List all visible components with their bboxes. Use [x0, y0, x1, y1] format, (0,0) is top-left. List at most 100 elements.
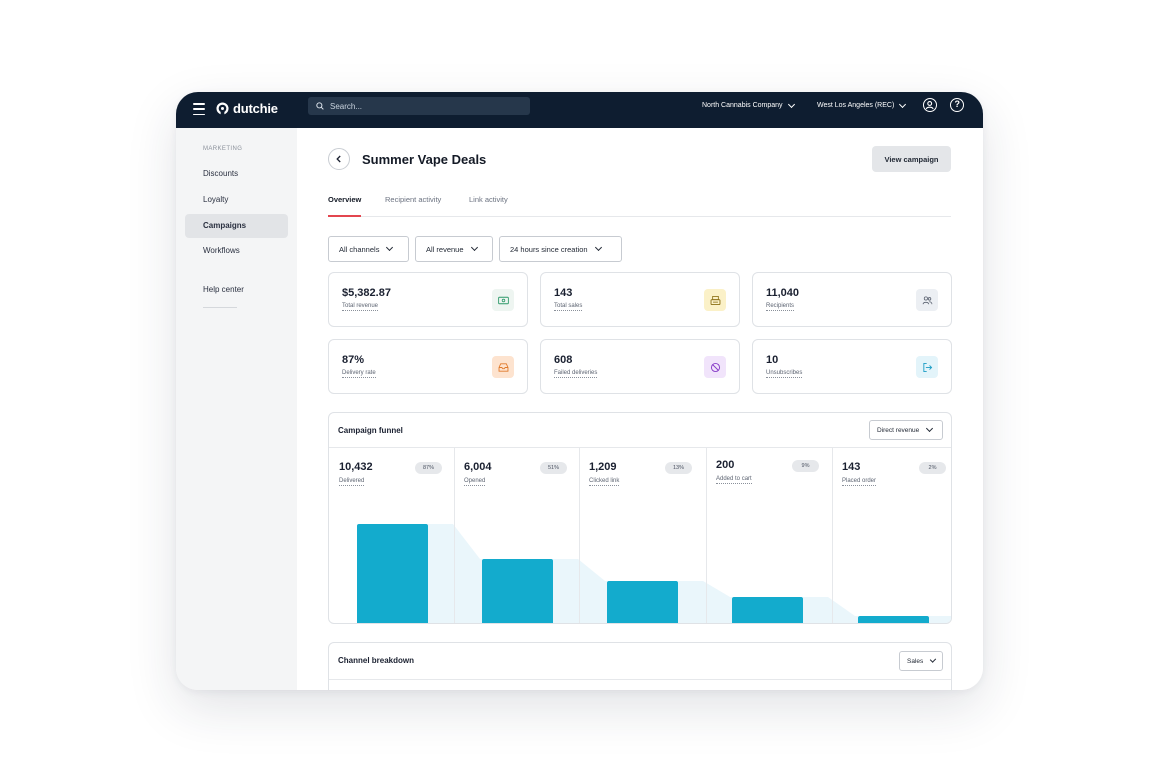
funnel-bar [357, 524, 428, 623]
account-icon[interactable] [923, 98, 937, 112]
funnel-stage-label: Added to cart [716, 476, 752, 484]
funnel-connector [428, 524, 482, 623]
funnel-connector [929, 616, 951, 623]
main-content: Summer Vape Deals View campaign Overview… [297, 128, 983, 690]
users-icon [916, 289, 938, 311]
brand-logo[interactable]: dutchie [216, 101, 278, 116]
stat-label: Unsubscribes [766, 370, 803, 378]
stat-value: 11,040 [766, 287, 800, 299]
funnel-bar [858, 616, 929, 623]
chevron-down-icon [470, 243, 478, 252]
funnel-stage-value: 6,004 [464, 461, 492, 473]
channel-metric-select[interactable]: Sales [899, 651, 943, 671]
location-selector[interactable]: West Los Angeles (REC) [817, 100, 907, 109]
funnel-stage-percent-badge: 13% [665, 462, 692, 474]
register-icon [704, 289, 726, 311]
funnel-column-divider [579, 448, 580, 623]
chevron-down-icon [594, 243, 602, 252]
tab-overview[interactable]: Overview [328, 195, 362, 217]
campaign-funnel-panel: Campaign funnel Direct revenue 10,432 Del… [328, 412, 952, 624]
app-window: dutchie North Cannabis Company West Los … [176, 92, 983, 690]
sidebar-item-campaigns[interactable]: Campaigns [185, 214, 288, 238]
stat-value: 10 [766, 354, 779, 366]
company-selector[interactable]: North Cannabis Company [702, 100, 795, 109]
funnel-stage-label: Delivered [339, 478, 365, 486]
funnel-metric-select[interactable]: Direct revenue [869, 420, 943, 440]
funnel-stage-label: Opened [464, 478, 486, 486]
funnel-bar [607, 581, 678, 623]
funnel-connector [553, 559, 607, 623]
funnel-column-divider [706, 448, 707, 623]
page-title: Summer Vape Deals [362, 152, 487, 167]
stat-value: 608 [554, 354, 573, 366]
channel-breakdown-panel: Channel breakdown Sales [328, 642, 952, 690]
sidebar-item-workflows[interactable]: Workflows [203, 246, 240, 255]
funnel-stage-value: 1,209 [589, 461, 617, 473]
funnel-stage-label: Placed order [842, 478, 877, 486]
stat-value: $5,382.87 [342, 287, 391, 299]
sidebar: MARKETING Discounts Loyalty Campaigns Wo… [176, 128, 297, 690]
chevron-down-icon [787, 100, 795, 108]
funnel-metric-value: Direct revenue [877, 426, 920, 434]
funnel-stage-percent-badge: 87% [415, 462, 442, 474]
back-button[interactable] [328, 148, 350, 170]
stat-card-recipients: 11,040 Recipients [752, 272, 952, 327]
channel-filter-label: All channels [339, 244, 380, 254]
sidebar-item-loyalty[interactable]: Loyalty [203, 195, 229, 204]
funnel-connector-layer [428, 524, 951, 623]
help-icon[interactable]: ? [950, 98, 964, 112]
search-input[interactable] [330, 101, 510, 111]
brand-name: dutchie [233, 101, 278, 116]
channel-breakdown-title: Channel breakdown [338, 656, 415, 665]
time-filter[interactable]: 24 hours since creation [499, 236, 622, 262]
revenue-filter[interactable]: All revenue [415, 236, 493, 262]
sidebar-item-help-center[interactable]: Help center [203, 285, 244, 294]
chevron-down-icon [386, 243, 394, 252]
funnel-connector [803, 597, 858, 623]
stat-label: Total sales [554, 303, 583, 311]
funnel-column-divider [832, 448, 833, 623]
stat-card-failed-deliveries: 608 Failed deliveries [540, 339, 740, 394]
funnel-title: Campaign funnel [338, 426, 403, 435]
stat-card-unsubscribes: 10 Unsubscribes [752, 339, 952, 394]
funnel-stage-value: 200 [716, 459, 735, 471]
sidebar-item-discounts[interactable]: Discounts [203, 169, 239, 178]
tab-recipient-activity[interactable]: Recipient activity [385, 195, 442, 204]
stat-card-delivery-rate: 87% Delivery rate [328, 339, 528, 394]
stat-card-total-revenue: $5,382.87 Total revenue [328, 272, 528, 327]
funnel-bar [482, 559, 553, 623]
cash-icon [492, 289, 514, 311]
stat-label: Delivery rate [342, 370, 376, 378]
chevron-down-icon [899, 100, 907, 108]
location-name: West Los Angeles (REC) [817, 102, 895, 109]
top-bar: dutchie North Cannabis Company West Los … [176, 92, 983, 128]
funnel-stage-percent-badge: 9% [792, 460, 819, 472]
sidebar-divider [203, 307, 237, 308]
funnel-stage-percent-badge: 51% [540, 462, 567, 474]
search-bar[interactable] [308, 97, 530, 115]
chevron-down-icon [930, 656, 937, 663]
company-name: North Cannabis Company [702, 102, 783, 109]
channel-filter[interactable]: All channels [328, 236, 409, 262]
view-campaign-button[interactable]: View campaign [872, 146, 951, 172]
revenue-filter-label: All revenue [426, 244, 464, 254]
funnel-connector [678, 581, 732, 623]
tab-bar: Overview Recipient activity Link activit… [328, 190, 951, 217]
funnel-stage-percent-badge: 2% [919, 462, 946, 474]
funnel-stage-value: 10,432 [339, 461, 373, 473]
funnel-stage-value: 143 [842, 461, 861, 473]
sidebar-heading: MARKETING [203, 146, 243, 152]
stat-card-total-sales: 143 Total sales [540, 272, 740, 327]
stat-label: Recipients [766, 303, 795, 311]
dutchie-logo-icon [216, 102, 229, 115]
time-filter-label: 24 hours since creation [510, 244, 588, 254]
tab-link-activity[interactable]: Link activity [469, 195, 508, 204]
blocked-icon [704, 356, 726, 378]
stat-label: Failed deliveries [554, 370, 598, 378]
panel-divider [329, 679, 951, 680]
menu-icon[interactable] [193, 103, 205, 115]
stat-label: Total revenue [342, 303, 379, 311]
funnel-column-divider [454, 448, 455, 623]
inbox-icon [492, 356, 514, 378]
stat-value: 143 [554, 287, 573, 299]
